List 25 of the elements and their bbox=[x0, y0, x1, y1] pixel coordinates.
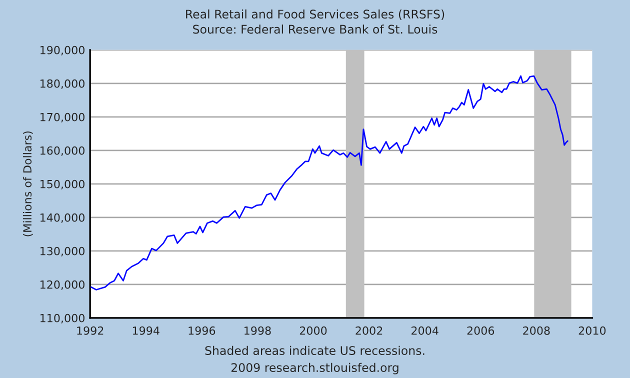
x-tick-label: 2002 bbox=[356, 326, 382, 335]
x-tick-label: 1992 bbox=[77, 326, 104, 335]
chart-title: Real Retail and Food Services Sales (RRSFS) bbox=[186, 9, 444, 20]
x-tick-label: 1994 bbox=[132, 326, 160, 335]
y-tick-label: 180,000 bbox=[40, 79, 84, 89]
x-tick-label: 2000 bbox=[300, 326, 327, 335]
y-tick-label: 160,000 bbox=[40, 146, 84, 156]
y-tick-label: 110,000 bbox=[40, 314, 84, 324]
x-tick-label: 2008 bbox=[523, 326, 550, 335]
text: Shaded areas indicate US recessions. bbox=[205, 346, 424, 356]
y-tick-label: 130,000 bbox=[40, 246, 84, 256]
y-tick-label: 140,000 bbox=[40, 213, 84, 223]
x-tick-label: 2006 bbox=[467, 326, 494, 335]
y-tick-label: 170,000 bbox=[40, 112, 84, 122]
chart-subtitle: Source: Federal Reserve Bank of St. Louis bbox=[193, 24, 438, 34]
y-tick-label: 150,000 bbox=[40, 180, 84, 190]
y-axis-title: (Millions of Dollars) bbox=[22, 132, 33, 236]
x-tick-label: 2004 bbox=[412, 326, 438, 335]
y-tick-label: 120,000 bbox=[40, 280, 84, 290]
line-series bbox=[90, 75, 568, 290]
x-tick-label: 1998 bbox=[244, 326, 271, 335]
x-tick-label: 1996 bbox=[188, 326, 216, 335]
x-tick-label: 2010 bbox=[578, 326, 606, 335]
y-tick-label: 190,000 bbox=[40, 46, 84, 56]
text: 2009 research.stlouisfed.org bbox=[231, 362, 398, 374]
